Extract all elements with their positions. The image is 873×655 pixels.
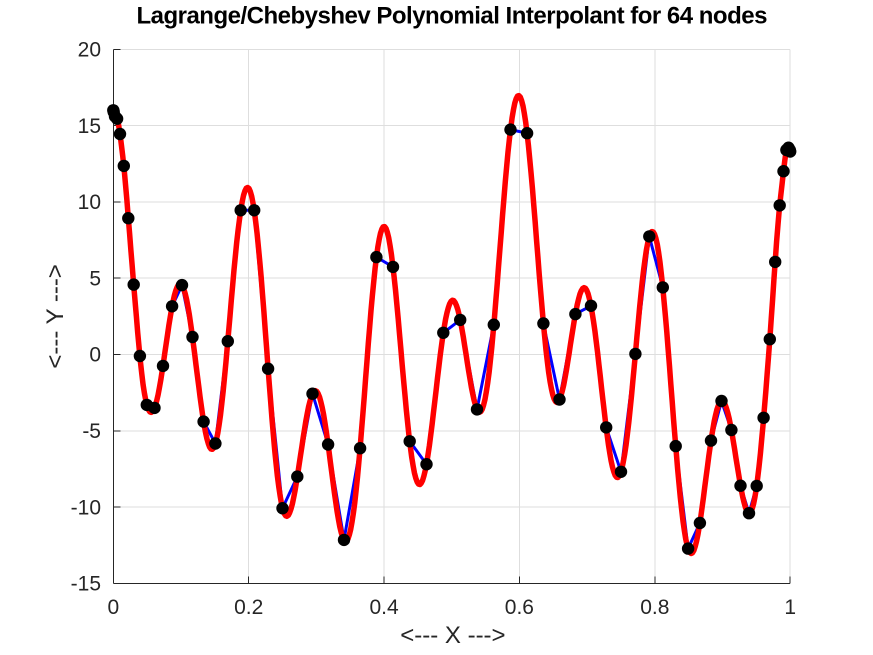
svg-text:1: 1 <box>784 596 796 619</box>
svg-text:15: 15 <box>78 115 101 138</box>
svg-text:<--- Y --->: <--- Y ---> <box>42 264 69 368</box>
svg-text:0.6: 0.6 <box>505 596 534 619</box>
svg-text:-10: -10 <box>71 496 101 519</box>
svg-text:-15: -15 <box>71 573 101 596</box>
svg-text:<--- X --->: <--- X ---> <box>400 622 505 649</box>
svg-text:5: 5 <box>89 267 101 290</box>
svg-text:0: 0 <box>107 596 119 619</box>
svg-text:0: 0 <box>89 344 101 367</box>
svg-text:20: 20 <box>78 39 101 62</box>
svg-text:0.2: 0.2 <box>234 596 263 619</box>
svg-text:Lagrange/Chebyshev Polynomial: Lagrange/Chebyshev Polynomial Interpolan… <box>136 3 767 30</box>
svg-text:10: 10 <box>78 191 101 214</box>
svg-text:0.4: 0.4 <box>369 596 399 619</box>
svg-text:0.8: 0.8 <box>640 596 669 619</box>
svg-text:-5: -5 <box>82 420 101 443</box>
